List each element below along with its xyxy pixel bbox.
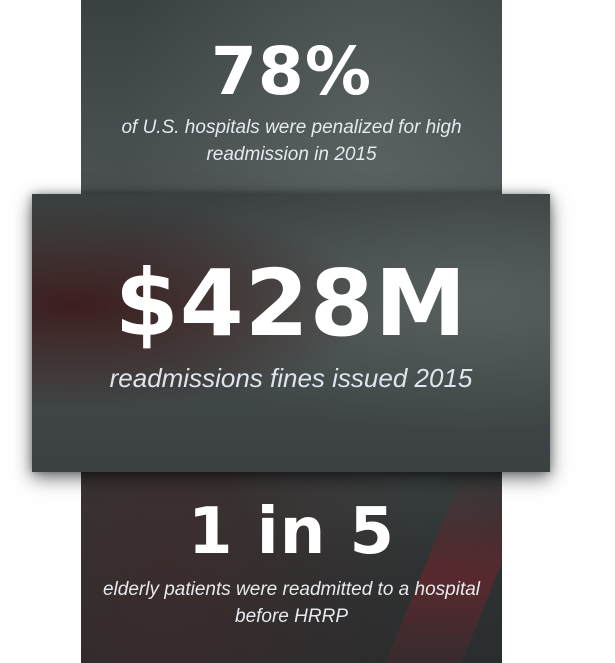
stat-caption: elderly patients were readmitted to a ho… bbox=[102, 579, 481, 627]
stat-value: $428M bbox=[114, 250, 468, 357]
stat-hospitals-penalized: 78% of U.S. hospitals were penalized for… bbox=[81, 30, 502, 168]
stat-caption: of U.S. hospitals were penalized for hig… bbox=[121, 117, 462, 165]
stat-elderly-readmitted: 1 in 5 elderly patients were readmitted … bbox=[81, 488, 502, 630]
stat-readmission-fines: $428M readmissions fines issued 2015 bbox=[32, 194, 550, 472]
stat-value: 1 in 5 bbox=[187, 495, 396, 569]
stat-caption: readmissions fines issued 2015 bbox=[109, 363, 473, 393]
stat-value: 78% bbox=[211, 33, 372, 110]
